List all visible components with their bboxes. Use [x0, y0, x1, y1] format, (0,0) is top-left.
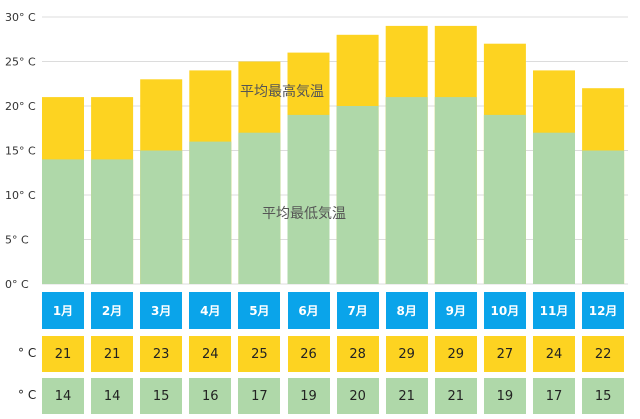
- month-label: 3月: [140, 292, 183, 329]
- high-temp-value: 29: [385, 336, 428, 372]
- month-label: 9月: [434, 292, 477, 329]
- month-label: 7月: [336, 292, 379, 329]
- month-label: 11月: [533, 292, 575, 329]
- series-label-high: 平均最高気温: [240, 83, 324, 100]
- month-label: 10月: [483, 292, 526, 329]
- month-label: 5月: [238, 292, 281, 329]
- low-temp-bar: [385, 97, 428, 284]
- low-temp-bar: [140, 150, 183, 284]
- low-temp-bar: [434, 97, 477, 284]
- y-tick-label: 30° C: [5, 11, 36, 24]
- high-temp-value: 27: [483, 336, 526, 372]
- y-tick-label: 20° C: [5, 100, 36, 113]
- high-temp-value: 26: [287, 336, 330, 372]
- high-temp-value: 29: [434, 336, 477, 372]
- low-temp-value: 21: [434, 378, 477, 414]
- high-temp-value: 22: [582, 336, 625, 372]
- series-label-low: 平均最低気温: [262, 206, 346, 222]
- low-temp-value: 20: [336, 378, 379, 414]
- month-label: 6月: [287, 292, 330, 329]
- low-temp-bar: [238, 132, 281, 284]
- low-temp-bar: [533, 132, 575, 284]
- low-temp-value: 14: [91, 378, 134, 414]
- low-unit-label: ° C: [18, 388, 37, 402]
- low-temp-value: 17: [533, 378, 575, 414]
- high-unit-label: ° C: [18, 346, 37, 360]
- y-tick-label: 0° C: [5, 278, 29, 290]
- low-temp-bar: [336, 106, 379, 284]
- y-tick-label: 5° C: [5, 234, 29, 247]
- y-tick-label: 15° C: [5, 145, 36, 158]
- temperature-chart: 0° C 5° C 10° C 15° C 20° C 25° C 30° C 平均最高気温平…: [5, 11, 628, 290]
- low-temp-value: 15: [140, 378, 183, 414]
- low-temp-bar: [483, 114, 526, 285]
- low-temp-bar: [189, 141, 232, 284]
- low-temp-value: 15: [582, 378, 625, 414]
- y-tick-label: 10° C: [5, 189, 36, 202]
- low-temp-bar: [582, 150, 625, 284]
- month-label: 12月: [582, 292, 625, 329]
- high-temp-value: 24: [533, 336, 575, 372]
- low-temp-value: 17: [238, 378, 281, 414]
- month-label: 8月: [385, 292, 428, 329]
- low-temp-value: 19: [287, 378, 330, 414]
- low-temp-value: 19: [483, 378, 526, 414]
- high-temp-value: 28: [336, 336, 379, 372]
- month-label: 2月: [91, 292, 134, 329]
- low-temp-bar: [287, 114, 330, 285]
- high-temp-value: 21: [42, 336, 84, 372]
- month-label: 4月: [189, 292, 232, 329]
- month-label: 1月: [42, 292, 84, 329]
- high-temp-value: 24: [189, 336, 232, 372]
- low-temp-bar: [42, 159, 84, 284]
- low-temp-value: 21: [385, 378, 428, 414]
- low-temp-value: 14: [42, 378, 84, 414]
- low-temp-bar: [91, 159, 134, 284]
- high-temp-value: 21: [91, 336, 134, 372]
- high-temp-value: 23: [140, 336, 183, 372]
- high-temp-value: 25: [238, 336, 281, 372]
- low-temp-value: 16: [189, 378, 232, 414]
- y-tick-label: 25° C: [5, 56, 36, 69]
